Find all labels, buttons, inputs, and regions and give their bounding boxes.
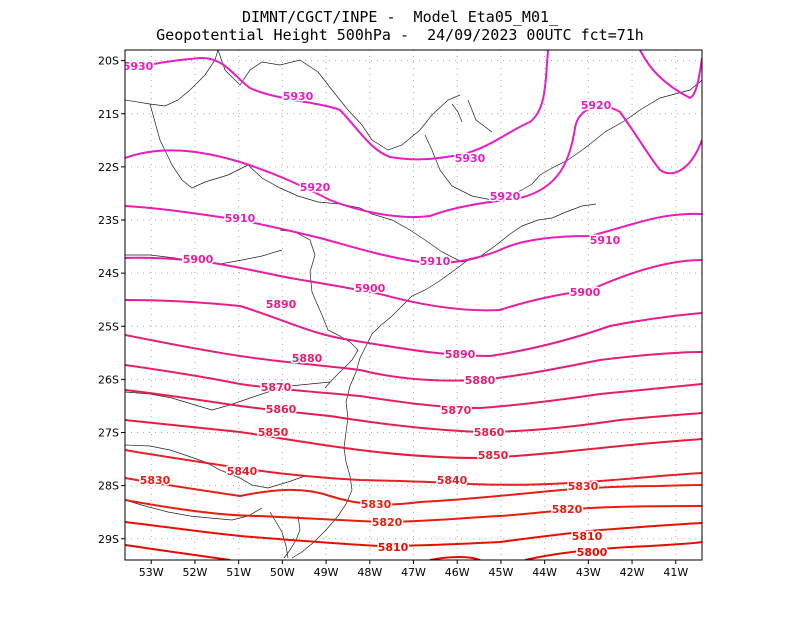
lat-tick-label: 22S (98, 161, 119, 174)
contour-label: 5910 (420, 255, 451, 268)
contour-label: 5900 (355, 282, 386, 295)
contour-5810 (125, 521, 702, 548)
lat-tick-label: 25S (98, 320, 119, 333)
contour-5880 (125, 334, 702, 382)
lon-tick-label: 53W (139, 566, 164, 579)
contour-label: 5870 (261, 381, 292, 394)
lon-tick-label: 43W (576, 566, 601, 579)
contour-label: 5820 (372, 516, 403, 529)
contour-label: 5800 (577, 546, 608, 559)
lat-tick-label: 20S (98, 55, 119, 68)
coastline-borders (125, 50, 702, 559)
lon-tick-label: 49W (314, 566, 339, 579)
lon-tick-label: 41W (663, 566, 688, 579)
longitude-axis: 53W 52W 51W 50W 49W 48W 47W 46W 45W 44W 43W 42W 41W (139, 560, 688, 579)
chart-title-line1: DIMNT/CGCT/INPE - Model Eta05_M01_ (241, 8, 559, 26)
contour-label: 5910 (590, 234, 621, 247)
contour-5860 (125, 389, 702, 434)
contour-5900 (125, 256, 702, 312)
contour-labels: 5930 5930 5930 5920 5920 5920 5910 5910 5910 5900… (123, 59, 622, 561)
contour-5850 (125, 419, 702, 460)
lat-tick-label: 24S (98, 267, 119, 280)
contour-5870 (125, 364, 702, 410)
contour-label: 5920 (581, 99, 612, 112)
contour-label: 5920 (300, 181, 331, 194)
map-frame (124, 49, 703, 561)
contour-lines (125, 50, 702, 560)
contour-label: 5900 (570, 286, 601, 299)
lon-tick-label: 52W (183, 566, 208, 579)
lat-tick-label: 26S (98, 373, 119, 386)
lon-tick-label: 48W (357, 566, 382, 579)
grid-lines (125, 50, 702, 560)
contour-label: 5930 (123, 60, 154, 73)
contour-label: 5830 (568, 480, 599, 493)
contour-label: 5860 (474, 426, 505, 439)
contour-label: 5830 (140, 474, 171, 487)
contour-label: 5890 (445, 348, 476, 361)
contour-label: 5840 (437, 474, 468, 487)
contour-label: 5830 (361, 498, 392, 511)
contour-label: 5900 (183, 253, 214, 266)
contour-label: 5880 (465, 374, 496, 387)
contour-label: 5860 (266, 403, 297, 416)
lat-tick-label: 27S (98, 427, 119, 440)
contour-label: 5820 (552, 503, 583, 516)
latitude-axis: 20S 21S 22S 23S 24S 25S 26S 27S 28S 29S (98, 55, 125, 546)
chart-title-line2: Geopotential Height 500hPa - 24/09/2023 … (156, 26, 644, 44)
contour-label: 5850 (258, 426, 289, 439)
lat-tick-label: 29S (98, 533, 119, 546)
contour-5800 (524, 541, 702, 560)
contour-5910 (125, 205, 702, 265)
contour-label: 5890 (266, 298, 297, 311)
contour-label: 5810 (378, 541, 409, 554)
lat-tick-label: 28S (98, 480, 119, 493)
contour-label: 5870 (441, 404, 472, 417)
lon-tick-label: 50W (270, 566, 295, 579)
lon-tick-label: 46W (445, 566, 470, 579)
contour-5930 (125, 50, 549, 161)
contour-label: 5810 (572, 530, 603, 543)
lon-tick-label: 42W (620, 566, 645, 579)
lat-tick-label: 21S (98, 108, 119, 121)
contour-5930 (639, 50, 702, 100)
contour-label: 5850 (478, 449, 509, 462)
lon-tick-label: 45W (488, 566, 513, 579)
lon-tick-label: 44W (532, 566, 557, 579)
contour-label: 5930 (283, 90, 314, 103)
contour-5830 (125, 477, 702, 506)
contour-label: 5880 (292, 352, 323, 365)
contour-5800 (125, 544, 231, 560)
contour-5820 (125, 499, 702, 524)
contour-label: 5910 (225, 212, 256, 225)
contour-label: 5920 (490, 190, 521, 203)
lon-tick-label: 51W (226, 566, 251, 579)
lon-tick-label: 47W (401, 566, 426, 579)
contour-label: 5840 (227, 465, 258, 478)
contour-5800 (429, 556, 481, 560)
contour-label: 5930 (455, 152, 486, 165)
contour-5890 (125, 299, 702, 358)
lat-tick-label: 23S (98, 214, 119, 227)
contour-5840 (125, 449, 702, 486)
contour-5920 (125, 105, 702, 219)
